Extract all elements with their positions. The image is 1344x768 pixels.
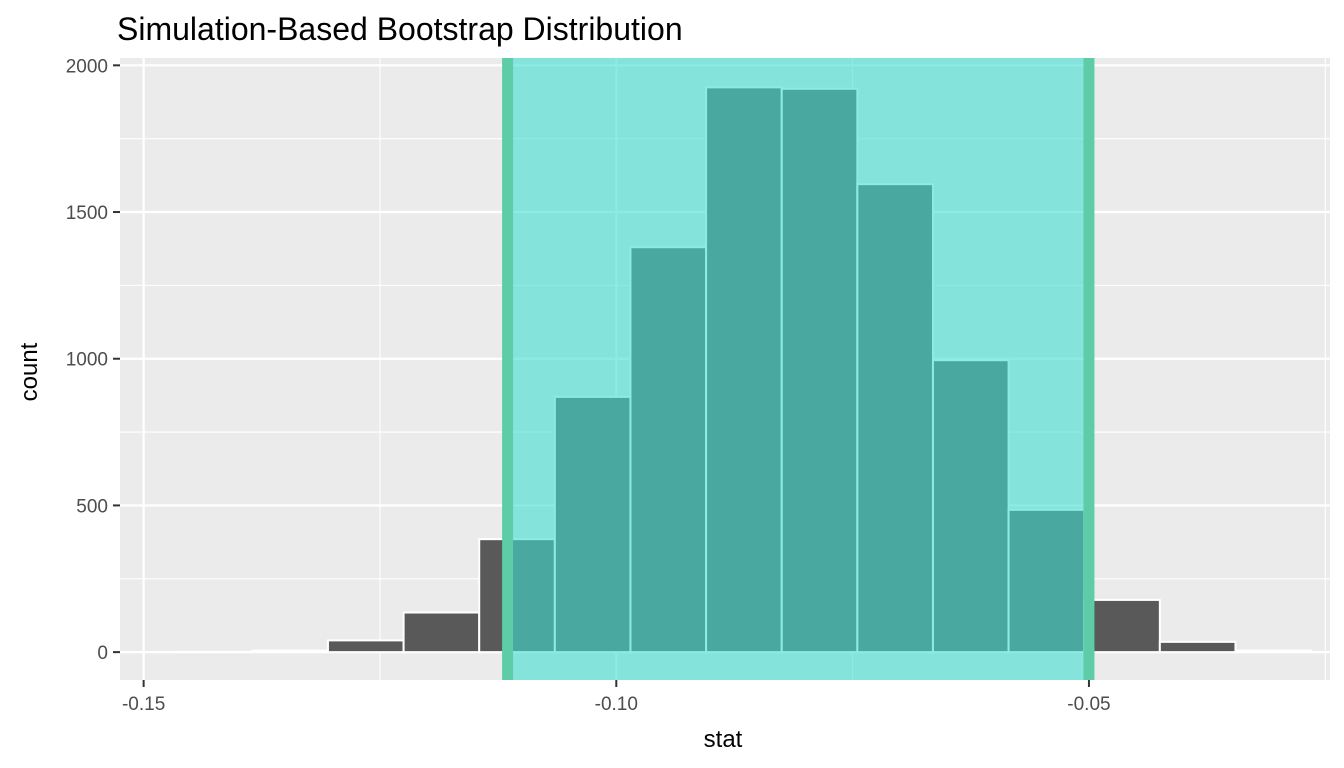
histogram-bar [326, 639, 405, 654]
histogram-bar [251, 649, 329, 654]
y-axis: 0 500 1000 1500 2000 [66, 56, 120, 664]
confidence-interval-overlay [502, 58, 1095, 680]
x-axis-title: stat [704, 726, 743, 753]
histogram-bar [1158, 640, 1237, 654]
y-axis-title: count [16, 342, 43, 401]
histogram-bar [1083, 598, 1161, 654]
y-tick-label: 2000 [66, 56, 108, 77]
interval-shade [507, 58, 1089, 680]
x-axis: -0.15 -0.10 -0.05 [122, 680, 1111, 715]
y-tick-label: 1000 [66, 350, 108, 371]
chart-title: Simulation-Based Bootstrap Distribution [117, 11, 683, 47]
x-tick-label: -0.15 [122, 694, 165, 715]
histogram-bar [402, 611, 481, 654]
x-tick-label: -0.05 [1067, 694, 1110, 715]
y-tick-label: 0 [97, 643, 108, 664]
y-tick-label: 500 [76, 496, 108, 517]
x-tick-label: -0.10 [595, 694, 638, 715]
histogram-bar [1234, 649, 1313, 654]
y-tick-label: 1500 [66, 203, 108, 224]
